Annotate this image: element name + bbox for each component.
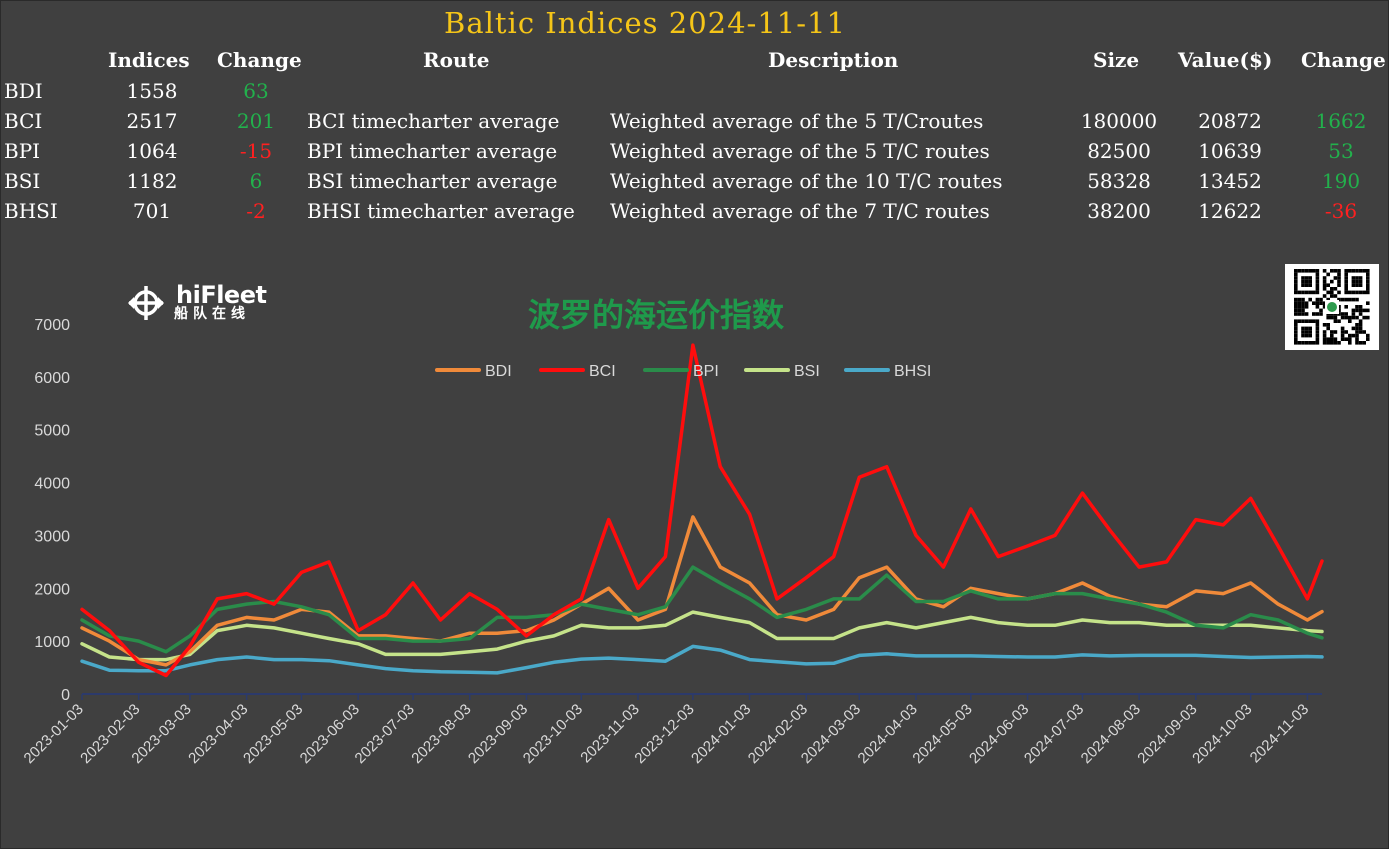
col-header-size: Size [1093, 48, 1140, 72]
y-tick-label: 6000 [34, 370, 70, 387]
col-header-value: Value($) [1178, 48, 1273, 72]
y-tick-label: 0 [61, 687, 70, 704]
col-header-value-change: Change [1301, 48, 1386, 72]
row-index-change: 201 [236, 109, 276, 133]
x-tick-label: 2024-10-03 [1189, 701, 1255, 767]
row-value: 10639 [1198, 139, 1262, 163]
row-index-change: 6 [249, 169, 263, 193]
row-index-name: BSI [4, 169, 41, 193]
row-index-name: BDI [4, 79, 43, 103]
legend-label-bpi: BPI [693, 363, 719, 380]
row-size: 82500 [1087, 139, 1151, 163]
series-line-bhsi [80, 644, 1324, 675]
qr-code-icon[interactable] [1285, 264, 1379, 350]
row-description: Weighted average of the 5 T/Croutes [610, 109, 984, 133]
x-tick-label: 2023-01-03 [21, 701, 87, 767]
series-line-bci [80, 343, 1324, 678]
row-value-change: 53 [1328, 139, 1354, 163]
ship-wheel-logo-icon [128, 286, 164, 320]
y-tick-label: 1000 [34, 634, 70, 651]
y-tick-label: 2000 [34, 581, 70, 598]
x-tick-label: 2023-07-03 [352, 701, 418, 767]
row-size: 38200 [1087, 199, 1151, 223]
brand-name: hiFleet [176, 281, 267, 309]
legend-label-bci: BCI [589, 363, 616, 380]
row-value: 20872 [1198, 109, 1262, 133]
row-value-change: 1662 [1315, 109, 1367, 133]
row-description: Weighted average of the 10 T/C routes [610, 169, 1003, 193]
col-header-description: Description [768, 48, 899, 72]
row-size: 180000 [1080, 109, 1158, 133]
row-index-value: 1558 [126, 79, 178, 103]
row-value: 12622 [1198, 199, 1262, 223]
row-index-value: 701 [132, 199, 172, 223]
row-index-value: 1064 [126, 139, 178, 163]
row-value-change: -36 [1324, 199, 1358, 223]
x-tick-label: 2024-01-03 [688, 701, 754, 767]
row-index-name: BCI [4, 109, 43, 133]
brand-subtitle: 船队在线 [174, 306, 250, 322]
x-tick-label: 2024-05-03 [909, 701, 975, 767]
row-description: Weighted average of the 7 T/C routes [610, 199, 990, 223]
y-tick-label: 7000 [34, 317, 70, 334]
col-header-route: Route [423, 48, 490, 72]
row-index-name: BHSI [4, 199, 58, 223]
y-tick-label: 3000 [34, 528, 70, 545]
x-tick-label: 2024-11-03 [1247, 701, 1312, 766]
y-tick-label: 5000 [34, 423, 70, 440]
row-index-change: -2 [246, 199, 266, 223]
legend-label-bsi: BSI [794, 363, 820, 380]
y-tick-label: 4000 [34, 476, 70, 493]
x-tick-label: 2023-05-03 [240, 701, 306, 767]
row-index-name: BPI [4, 139, 41, 163]
row-index-change: -15 [239, 139, 273, 163]
row-index-change: 63 [243, 79, 269, 103]
series-line-bpi [80, 565, 1324, 654]
row-value-change: 190 [1321, 169, 1361, 193]
page-title: Baltic Indices 2024-11-11 [444, 6, 846, 40]
row-route: BSI timecharter average [307, 169, 558, 193]
series-line-bsi [80, 610, 1324, 662]
row-route: BHSI timecharter average [307, 199, 575, 223]
x-tick-label: 2024-07-03 [1021, 701, 1087, 767]
row-route: BCI timecharter average [307, 109, 560, 133]
row-index-value: 2517 [126, 109, 178, 133]
x-tick-label: 2024-08-03 [1078, 701, 1144, 767]
row-description: Weighted average of the 5 T/C routes [610, 139, 990, 163]
row-size: 58328 [1087, 169, 1151, 193]
col-header-indices: Indices [108, 48, 190, 72]
legend-label-bhsi: BHSI [894, 363, 931, 380]
x-tick-label: 2023-12-03 [631, 701, 697, 767]
series-line-bdi [80, 515, 1324, 667]
row-index-value: 1182 [126, 169, 178, 193]
x-tick-label: 2023-08-03 [408, 701, 474, 767]
row-value: 13452 [1198, 169, 1262, 193]
chart-title: 波罗的海运价指数 [528, 296, 785, 334]
col-header-change: Change [217, 48, 302, 72]
row-route: BPI timecharter average [307, 139, 558, 163]
legend-label-bdi: BDI [485, 363, 512, 380]
x-tick-label: 2023-10-03 [520, 701, 586, 767]
